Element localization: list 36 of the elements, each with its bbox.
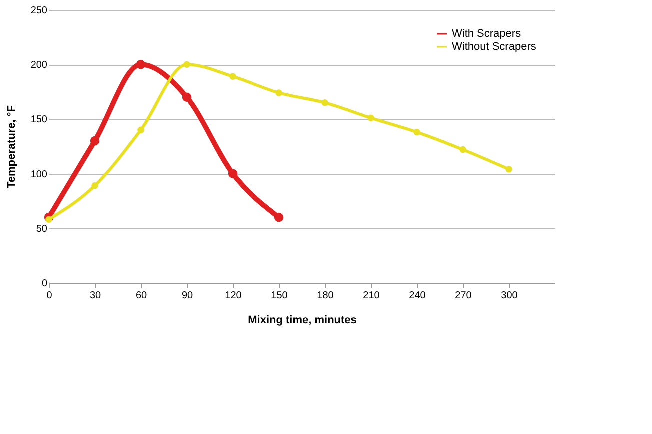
- y-tick-label: 200: [30, 60, 48, 72]
- x-tick-label: 120: [225, 290, 242, 302]
- y-axis-title: Temperature, °F: [6, 105, 18, 189]
- legend-label: With Scrapers: [452, 28, 522, 40]
- x-tick-label: 150: [271, 290, 288, 302]
- point: [184, 61, 190, 68]
- y-tick-label: 100: [30, 169, 48, 180]
- y-tick-label: 250: [30, 6, 48, 16]
- x-tick-label: 30: [90, 290, 102, 302]
- point: [460, 146, 466, 154]
- point: [92, 182, 98, 190]
- point: [368, 114, 374, 122]
- point: [46, 216, 52, 224]
- point: [136, 60, 146, 70]
- x-tick-label: 210: [363, 290, 380, 302]
- point: [230, 73, 236, 80]
- y-tick-label: 150: [30, 114, 48, 126]
- legend-label: Without Scrapers: [452, 41, 537, 53]
- y-tick-label: 0: [42, 278, 48, 290]
- point: [182, 92, 192, 102]
- x-tick-label: 240: [409, 290, 426, 302]
- point: [276, 90, 282, 96]
- x-axis-title: Mixing time, minutes: [248, 314, 357, 326]
- point: [414, 128, 420, 136]
- x-tick-label: 90: [182, 290, 194, 302]
- x-tick-label: 180: [317, 290, 334, 302]
- x-tick-label: 60: [136, 290, 148, 302]
- x-tick-label: 270: [455, 290, 472, 302]
- point: [138, 126, 144, 134]
- point: [274, 212, 284, 222]
- point: [228, 169, 238, 178]
- point: [322, 99, 328, 106]
- x-tick-label: 300: [501, 290, 518, 302]
- y-tick-label: 50: [36, 224, 48, 235]
- point: [506, 166, 512, 173]
- point: [90, 136, 100, 146]
